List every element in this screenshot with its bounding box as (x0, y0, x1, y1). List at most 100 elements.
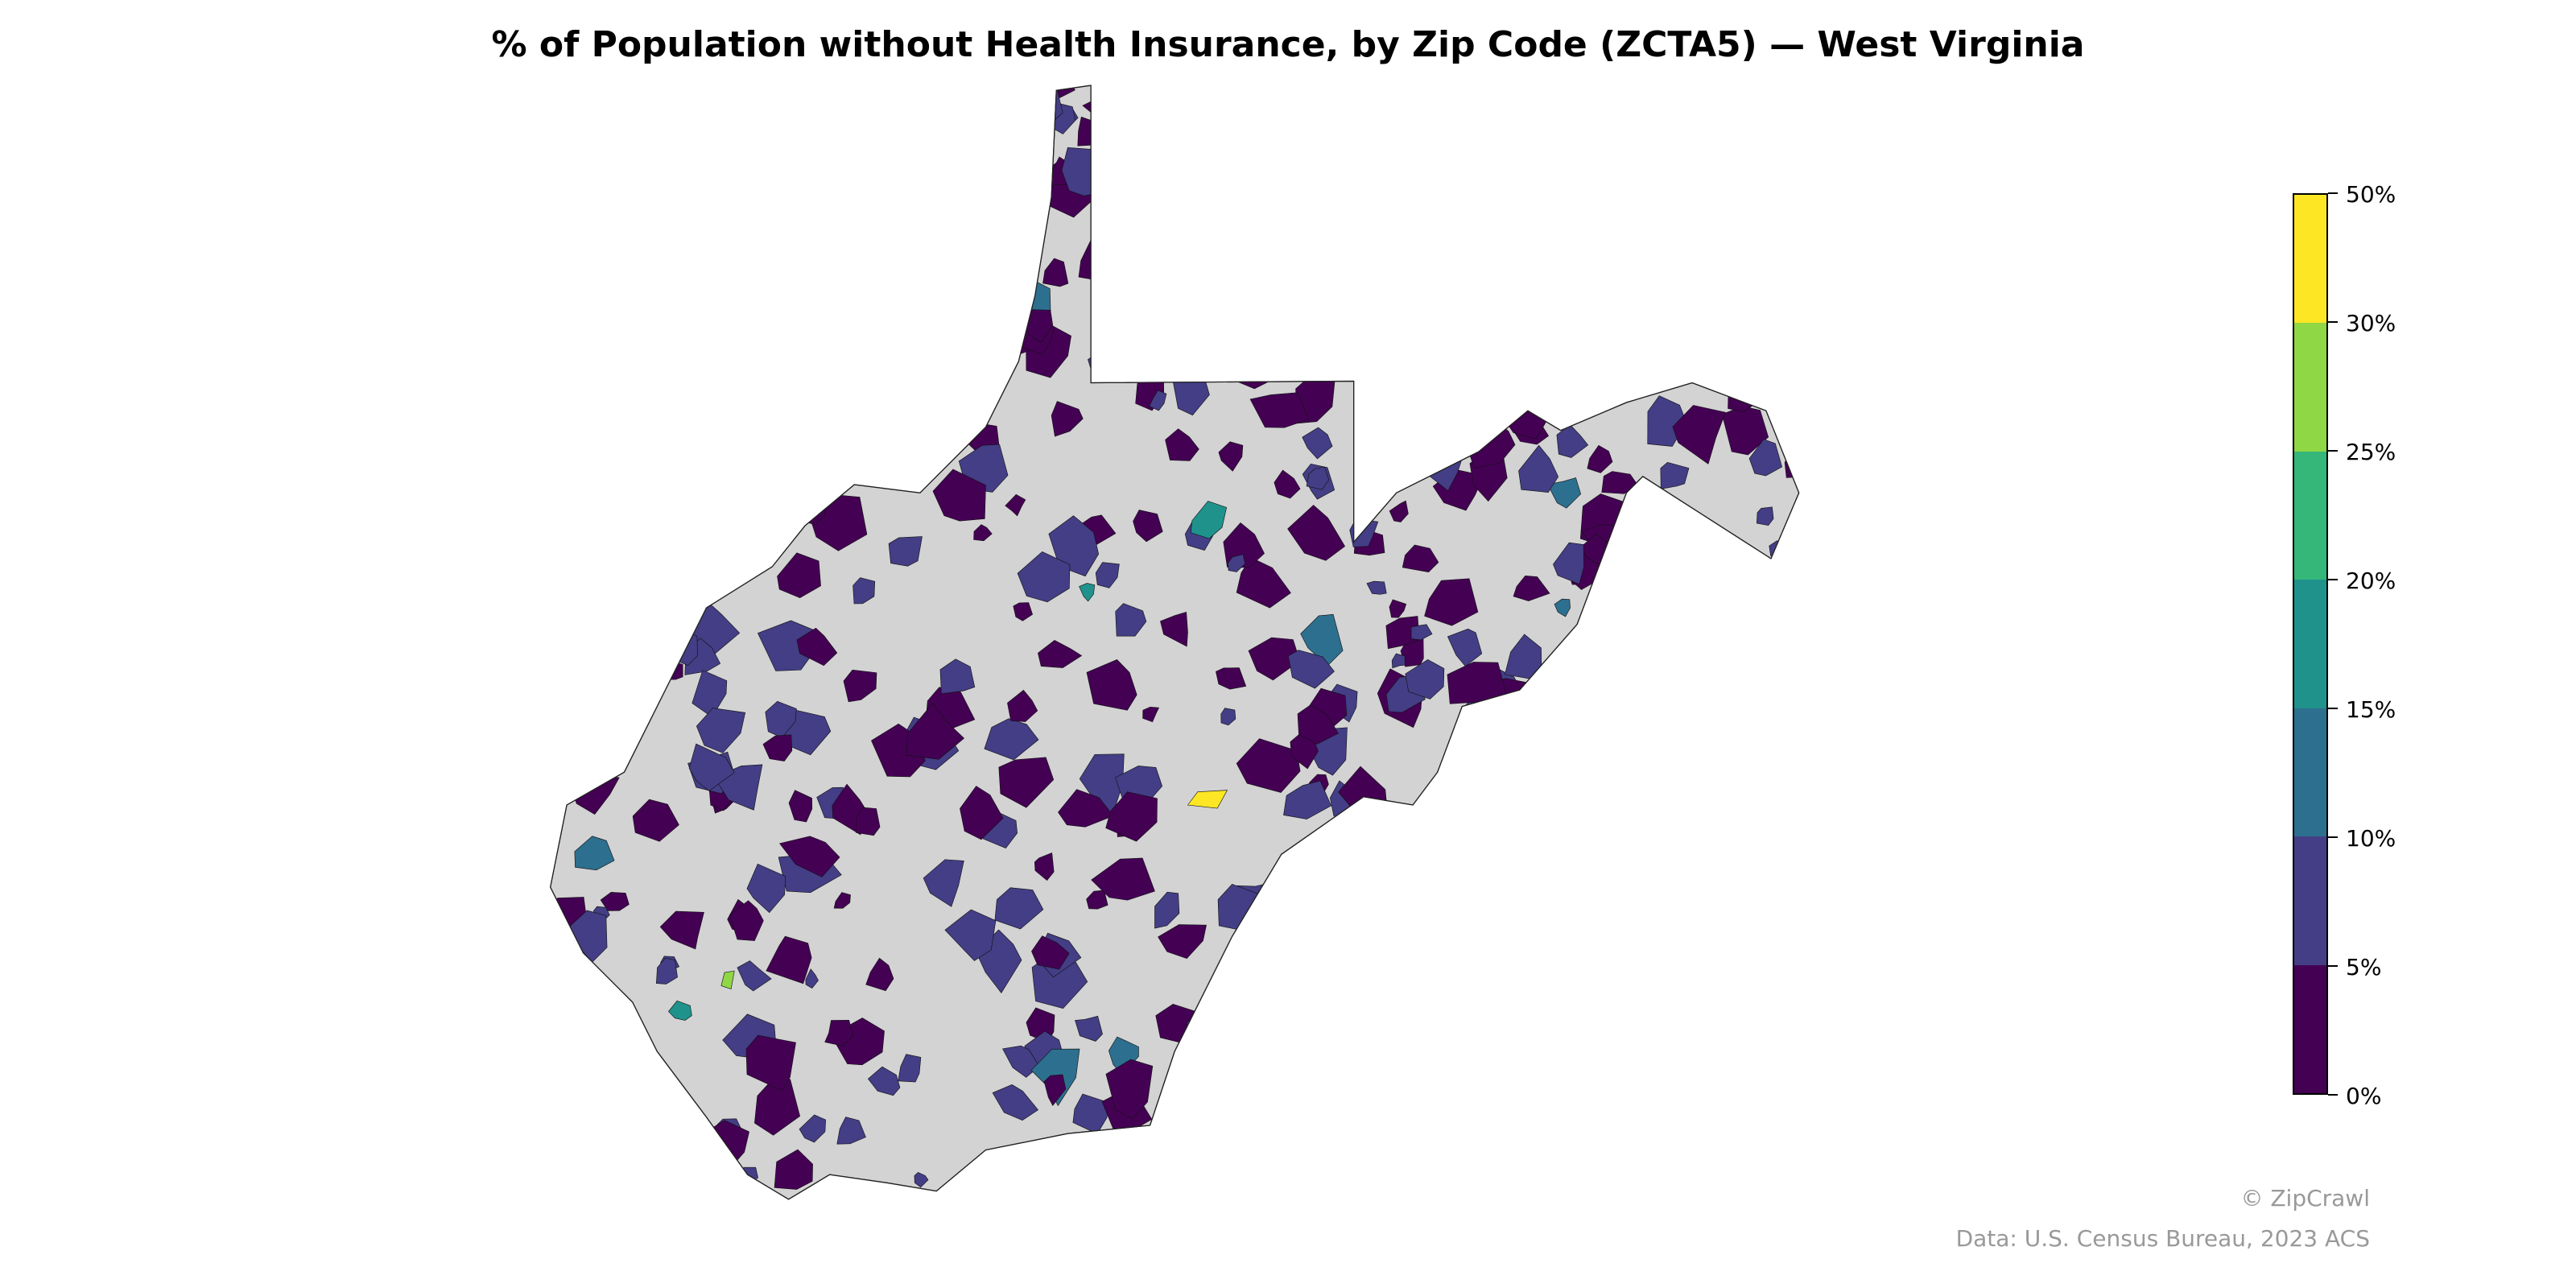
zip-area (1142, 707, 1160, 723)
zip-area (1523, 1059, 1577, 1116)
zip-area (550, 384, 564, 420)
zip-area (1420, 1023, 1448, 1054)
colorbar-tick-label: 25% (2346, 439, 2396, 465)
colorbar-tick-label: 0% (2346, 1083, 2382, 1109)
zip-area (1640, 287, 1671, 328)
zip-area (606, 255, 658, 321)
zip-area (888, 536, 923, 567)
zip-area (700, 85, 758, 147)
zip-area (960, 786, 1004, 840)
zip-area (788, 790, 813, 823)
zip-area (1236, 128, 1274, 171)
zip-area (1511, 262, 1534, 285)
zip-area (1716, 655, 1759, 691)
zip-area (1762, 876, 1799, 922)
zip-area (644, 402, 701, 441)
zip-area (1588, 964, 1630, 1008)
zip-area (1276, 270, 1306, 300)
zip-area (659, 910, 704, 950)
zip-area (1682, 935, 1697, 952)
zip-area (1418, 1071, 1434, 1091)
zip-area (1034, 1188, 1079, 1199)
zip-area (550, 1116, 554, 1140)
zip-area (714, 1203, 743, 1228)
zip-area (1584, 704, 1615, 738)
zip-area (1042, 258, 1069, 287)
zip-area (1274, 890, 1298, 910)
zip-area (1536, 1084, 1577, 1125)
zip-area (852, 577, 876, 605)
zip-area (1732, 361, 1777, 406)
zip-area (1031, 935, 1070, 970)
zip-area (1643, 968, 1678, 1003)
zip-area (1401, 225, 1446, 270)
zip-area (1005, 493, 1026, 517)
zip-area (833, 892, 851, 909)
zip-area (1390, 130, 1421, 171)
zip-area (1518, 444, 1559, 493)
colorbar-tick-label: 30% (2346, 310, 2396, 336)
zip-area (836, 1117, 866, 1145)
zip-area (1377, 382, 1405, 411)
zip-area (1079, 583, 1096, 602)
zip-area (1748, 439, 1783, 477)
zip-area (1107, 1173, 1125, 1192)
zip-area (1245, 903, 1278, 944)
zip-area (766, 413, 791, 441)
zip-area (1121, 1154, 1158, 1185)
zip-area (1335, 130, 1373, 175)
zip-area (1146, 192, 1170, 213)
zip-area (906, 702, 965, 760)
zip-area (805, 968, 819, 989)
map-title: % of Population without Health Insurance… (491, 24, 2085, 65)
zip-area (1600, 102, 1646, 145)
zip-area (1546, 1029, 1594, 1065)
zip-area (1680, 1088, 1733, 1146)
zip-area (1316, 965, 1364, 1005)
zip-area (1393, 339, 1432, 385)
zip-area (1724, 784, 1747, 814)
zip-area (600, 892, 630, 911)
zip-area (955, 283, 993, 312)
zip-area (749, 254, 793, 292)
zip-area (1689, 138, 1729, 177)
zip-area (1579, 185, 1614, 224)
zip-area (550, 701, 568, 756)
colorbar-bin-5 (2294, 323, 2326, 452)
zip-area (634, 493, 677, 527)
zip-area (984, 718, 1039, 761)
zip-area (1211, 134, 1263, 194)
zip-area (1341, 924, 1371, 954)
zip-area (1394, 1106, 1435, 1152)
zip-area (1160, 612, 1188, 647)
zip-area (1236, 557, 1291, 609)
zip-area (1216, 667, 1247, 690)
zip-area (1629, 243, 1663, 277)
zip-area (932, 469, 986, 522)
zip-area (869, 1182, 887, 1195)
zip-area (1452, 973, 1483, 1001)
zip-area (1754, 1082, 1795, 1128)
zip-area (785, 152, 826, 186)
zip-area (1368, 441, 1418, 470)
zip-area (1678, 130, 1710, 156)
zip-area (1617, 1109, 1667, 1145)
colorbar-tick-label: 50% (2346, 181, 2396, 208)
zip-area (1584, 648, 1612, 686)
zip-area (1290, 858, 1304, 877)
zip-area (1608, 1055, 1652, 1084)
zip-area (1476, 299, 1511, 329)
zip-area (563, 501, 577, 517)
zip-area (1180, 1187, 1197, 1199)
zip-area (1227, 554, 1246, 572)
zip-area (720, 970, 735, 989)
zip-area (1095, 562, 1120, 588)
zip-area (1500, 171, 1534, 230)
zip-area (1634, 976, 1683, 1022)
zip-area (1513, 575, 1550, 601)
zip-area (1306, 1022, 1324, 1046)
zip-area (1793, 709, 1799, 738)
zip-area (668, 1000, 692, 1021)
zip-area (890, 413, 910, 438)
zip-area (1115, 603, 1147, 637)
